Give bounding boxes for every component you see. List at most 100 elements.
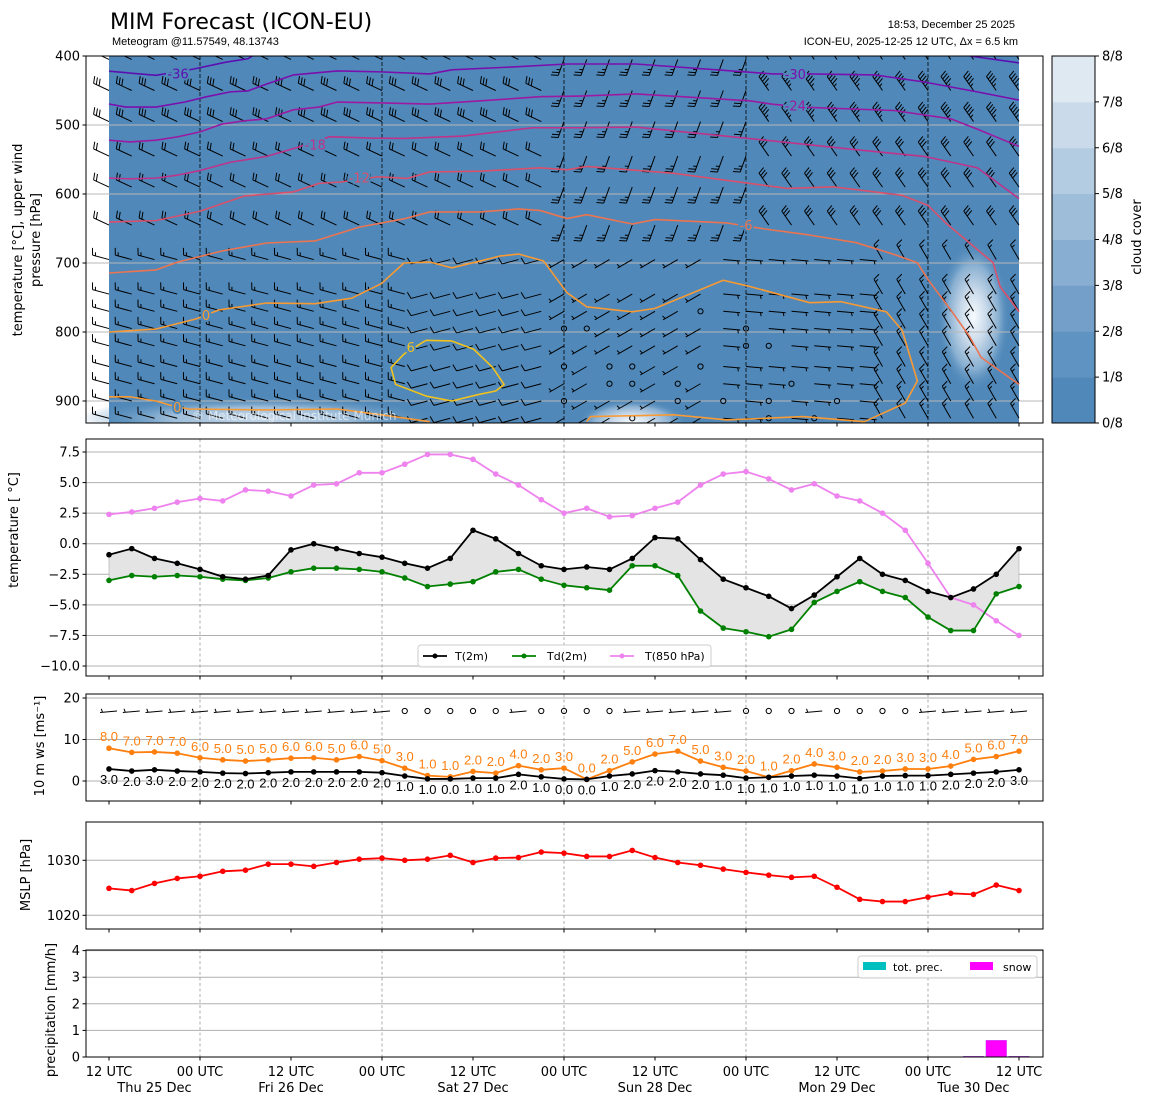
td2m-point bbox=[720, 625, 727, 631]
precip-legend: tot. prec. snow bbox=[857, 955, 1038, 979]
t2m-point bbox=[561, 566, 567, 573]
mean-wind-label: 2.0 bbox=[123, 774, 141, 789]
wind-barb bbox=[497, 398, 519, 406]
wind-barb bbox=[93, 210, 110, 226]
td2m-point bbox=[583, 584, 590, 591]
colorbar-tick-label: 7/8 bbox=[1102, 95, 1123, 110]
gust-point bbox=[219, 757, 226, 763]
wind-barb bbox=[497, 416, 519, 423]
wind-barb bbox=[745, 293, 763, 299]
wind-barb bbox=[941, 273, 952, 295]
mslp-point bbox=[288, 861, 294, 867]
wind-barb bbox=[814, 345, 832, 351]
wind-barb bbox=[251, 316, 269, 330]
mean-wind-label: 1.0 bbox=[919, 779, 937, 794]
colorbar-level bbox=[1052, 147, 1095, 195]
colorbar-level bbox=[1052, 377, 1095, 424]
legend-label: tot. prec. bbox=[893, 961, 943, 974]
wind-barb bbox=[160, 247, 178, 261]
wind-barb bbox=[296, 282, 314, 295]
wind-barb bbox=[573, 224, 588, 242]
wind-barb bbox=[941, 380, 952, 402]
gust-label: 6.0 bbox=[282, 739, 300, 754]
wind-barb bbox=[919, 308, 929, 329]
wind-barb bbox=[919, 346, 929, 367]
wind-barb bbox=[452, 364, 474, 372]
t850-point bbox=[879, 510, 886, 516]
gust-label: 7.0 bbox=[145, 733, 163, 748]
gust-point bbox=[310, 754, 317, 761]
wind-barb bbox=[596, 90, 610, 107]
td2m-point bbox=[879, 588, 886, 595]
wind10m-ylabel: 10 m ws [ms⁻¹] bbox=[33, 696, 48, 797]
mslp-point bbox=[219, 868, 226, 875]
wind-barb bbox=[364, 334, 383, 347]
wind-barb bbox=[182, 247, 201, 261]
day-label: Sat 27 Dec bbox=[437, 1081, 508, 1096]
wind-barb bbox=[758, 167, 770, 188]
y-tick-label: 10 bbox=[63, 733, 80, 748]
wind-barb bbox=[91, 282, 110, 295]
t850-point bbox=[447, 451, 454, 458]
legend-box bbox=[857, 955, 1038, 979]
calm-wind-icon bbox=[606, 380, 613, 387]
wind-barb bbox=[387, 372, 405, 385]
wind-barb bbox=[732, 186, 747, 204]
td2m-point bbox=[447, 581, 454, 587]
mean-wind-point bbox=[447, 776, 454, 782]
wind-barb bbox=[138, 141, 155, 157]
wind-barb bbox=[639, 259, 656, 269]
wind-barb bbox=[475, 257, 496, 265]
calm-wind-icon bbox=[742, 325, 750, 332]
wind-barb bbox=[160, 389, 178, 402]
calm-wind-icon bbox=[538, 707, 545, 715]
mslp-point bbox=[720, 866, 727, 872]
wind-barb bbox=[941, 308, 952, 329]
mean-wind-label: 1.0 bbox=[760, 780, 778, 795]
wind-barb bbox=[987, 346, 997, 367]
wind-barb bbox=[723, 259, 741, 265]
wind-barb bbox=[273, 334, 292, 347]
wind-barb bbox=[758, 101, 770, 122]
td2m-point bbox=[106, 577, 112, 584]
upper-air-ylabel-line1: temperature [°C], upper wind bbox=[11, 144, 26, 337]
wind-barb bbox=[122, 708, 140, 713]
t850-point bbox=[197, 495, 203, 502]
gust-label: 3.0 bbox=[896, 750, 914, 765]
gust-label: 3.0 bbox=[919, 750, 937, 765]
gust-label: 5.0 bbox=[259, 741, 277, 756]
t2m-point bbox=[128, 545, 135, 552]
wind-barb bbox=[986, 70, 997, 91]
wind-barb bbox=[571, 310, 588, 321]
chart-title: MIM Forecast (ICON-EU) bbox=[110, 10, 372, 35]
mean-wind-point bbox=[515, 771, 522, 778]
wind-barb bbox=[941, 397, 952, 419]
wind-barb bbox=[919, 708, 937, 713]
wind-barb bbox=[296, 372, 314, 385]
calm-wind-icon bbox=[560, 397, 568, 405]
mslp-point bbox=[174, 875, 181, 882]
wind-barb bbox=[662, 310, 679, 321]
mslp-point bbox=[128, 887, 135, 894]
gust-label: 7.0 bbox=[168, 734, 186, 749]
wind-barb bbox=[639, 310, 656, 321]
wind-barb bbox=[687, 90, 701, 107]
wind-barb bbox=[745, 310, 763, 317]
wind-barb bbox=[596, 121, 610, 139]
wind-barb bbox=[687, 186, 701, 204]
wind-barb bbox=[619, 224, 633, 242]
wind-barb bbox=[452, 326, 474, 334]
colorbar-tick-label: 4/8 bbox=[1102, 233, 1123, 248]
isotherm-minus24 bbox=[108, 93, 1020, 148]
colorbar-level bbox=[1052, 193, 1095, 240]
wind-barb bbox=[768, 259, 786, 265]
wind-barb bbox=[115, 76, 132, 91]
time-tick-label: 00 UTC bbox=[905, 1065, 951, 1080]
time-tick-label: 00 UTC bbox=[177, 1065, 223, 1080]
wind-barb bbox=[593, 310, 610, 321]
wind-barb bbox=[745, 400, 763, 406]
wind-barb bbox=[387, 316, 405, 330]
t850-point bbox=[288, 493, 294, 499]
wind-barb bbox=[319, 247, 337, 261]
